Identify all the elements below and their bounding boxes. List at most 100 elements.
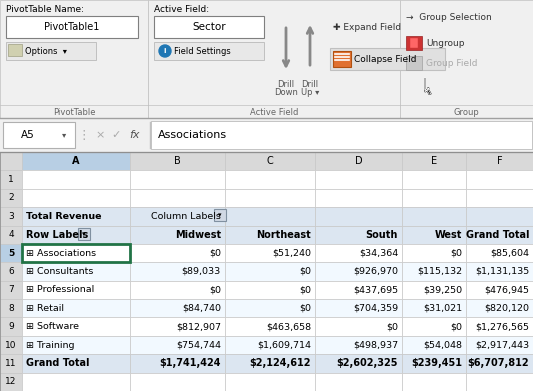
Bar xyxy=(225,226,315,244)
Bar xyxy=(0,281,22,299)
Bar xyxy=(22,317,130,336)
Bar xyxy=(22,170,130,189)
Bar xyxy=(130,207,225,226)
Text: Row Labels: Row Labels xyxy=(26,230,88,240)
Text: $476,945: $476,945 xyxy=(484,285,529,294)
Bar xyxy=(225,170,315,189)
Bar xyxy=(154,42,264,60)
Text: $31,021: $31,021 xyxy=(423,304,462,313)
Text: 12: 12 xyxy=(5,377,17,386)
Text: $34,364: $34,364 xyxy=(359,249,398,258)
Text: D: D xyxy=(354,156,362,166)
Text: ⊞ Consultants: ⊞ Consultants xyxy=(26,267,93,276)
Text: ⊞ Associations: ⊞ Associations xyxy=(26,249,96,258)
Text: $2,124,612: $2,124,612 xyxy=(249,359,311,368)
Bar xyxy=(0,262,22,281)
Bar xyxy=(0,152,22,170)
Text: C: C xyxy=(266,156,273,166)
Bar xyxy=(22,226,130,244)
Bar xyxy=(130,262,225,281)
Text: Grand Total: Grand Total xyxy=(465,230,529,240)
Bar xyxy=(130,336,225,354)
Text: $0: $0 xyxy=(299,267,311,276)
Text: $1,609,714: $1,609,714 xyxy=(257,341,311,350)
Bar xyxy=(315,336,402,354)
Bar xyxy=(402,262,466,281)
Bar xyxy=(402,354,466,373)
Text: Up ▾: Up ▾ xyxy=(301,88,319,97)
Text: $812,907: $812,907 xyxy=(176,322,221,331)
Bar xyxy=(225,299,315,317)
Bar xyxy=(0,354,22,373)
Bar xyxy=(130,299,225,317)
Text: ×: × xyxy=(95,130,104,140)
Text: $84,740: $84,740 xyxy=(182,304,221,313)
Bar xyxy=(22,244,130,262)
Text: Collapse Field: Collapse Field xyxy=(354,54,416,63)
Bar xyxy=(225,207,315,226)
Text: Group Field: Group Field xyxy=(426,59,478,68)
Text: $754,744: $754,744 xyxy=(176,341,221,350)
Bar xyxy=(402,244,466,262)
Text: $51,240: $51,240 xyxy=(272,249,311,258)
Text: ▾: ▾ xyxy=(218,212,222,218)
Bar xyxy=(466,262,533,281)
Text: $0: $0 xyxy=(209,249,221,258)
Bar xyxy=(130,373,225,391)
Text: $0: $0 xyxy=(450,249,462,258)
Bar xyxy=(225,373,315,391)
Bar xyxy=(0,226,22,244)
Bar xyxy=(148,0,400,118)
Bar xyxy=(130,281,225,299)
Bar xyxy=(466,207,533,226)
Bar xyxy=(130,170,225,189)
Bar xyxy=(402,226,466,244)
Text: A: A xyxy=(72,156,80,166)
Text: $115,132: $115,132 xyxy=(417,267,462,276)
Bar xyxy=(315,281,402,299)
Text: South: South xyxy=(366,230,398,240)
Text: $54,048: $54,048 xyxy=(423,341,462,350)
Text: 5: 5 xyxy=(8,249,14,258)
Text: F: F xyxy=(497,156,502,166)
Text: Drill: Drill xyxy=(278,80,295,89)
Text: PivotTable: PivotTable xyxy=(53,108,95,117)
Text: ⊞ Professional: ⊞ Professional xyxy=(26,285,94,294)
Bar xyxy=(22,262,130,281)
Text: $926,970: $926,970 xyxy=(353,267,398,276)
Text: $498,937: $498,937 xyxy=(353,341,398,350)
Bar xyxy=(6,42,96,60)
Polygon shape xyxy=(425,78,431,94)
Text: 9: 9 xyxy=(8,322,14,331)
Bar xyxy=(406,56,422,70)
Text: $85,604: $85,604 xyxy=(490,249,529,258)
Bar xyxy=(0,336,22,354)
Bar xyxy=(6,16,138,38)
Text: ⊞ Software: ⊞ Software xyxy=(26,322,79,331)
Text: Column Labels: Column Labels xyxy=(151,212,221,221)
Text: $704,359: $704,359 xyxy=(353,304,398,313)
Text: Associations: Associations xyxy=(158,130,227,140)
Bar xyxy=(22,299,130,317)
Bar xyxy=(406,36,422,50)
Bar xyxy=(466,170,533,189)
Text: Midwest: Midwest xyxy=(175,230,221,240)
Bar xyxy=(315,317,402,336)
Text: 6: 6 xyxy=(8,267,14,276)
Bar xyxy=(225,281,315,299)
Bar xyxy=(130,189,225,207)
Bar xyxy=(315,354,402,373)
Text: PivotTable1: PivotTable1 xyxy=(44,22,100,32)
Text: $39,250: $39,250 xyxy=(423,285,462,294)
Bar xyxy=(466,373,533,391)
Text: 1: 1 xyxy=(8,175,14,184)
Text: Drill: Drill xyxy=(302,80,319,89)
Bar xyxy=(78,228,90,240)
Bar xyxy=(466,281,533,299)
Text: 7: 7 xyxy=(8,285,14,294)
Text: $0: $0 xyxy=(386,322,398,331)
Bar xyxy=(315,299,402,317)
Bar xyxy=(22,354,130,373)
Text: Northeast: Northeast xyxy=(256,230,311,240)
Text: Grand Total: Grand Total xyxy=(26,359,90,368)
